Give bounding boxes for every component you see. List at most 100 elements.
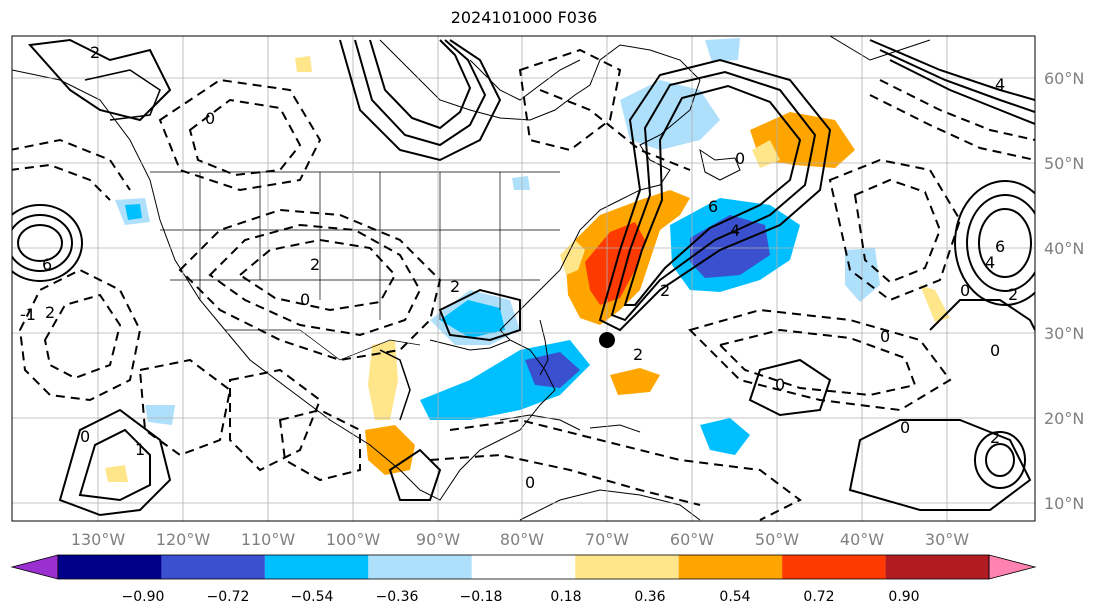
- latitude-axis: 60°N 50°N 40°N 30°N 20°N 10°N: [1044, 69, 1084, 513]
- contour-label: 0: [775, 375, 785, 394]
- contour-high-west: [12, 204, 83, 282]
- contour-label: 2: [633, 345, 643, 364]
- contour-africa-coast: [929, 299, 1035, 331]
- colorbar-tick-label: 0.18: [550, 589, 581, 605]
- lat-label: 40°N: [1044, 239, 1084, 258]
- lat-label: 30°N: [1044, 324, 1084, 343]
- colorbar-frame: [57, 554, 990, 580]
- colorbar-tick-label: −0.90: [122, 589, 165, 605]
- dashed-north-atlantic: [518, 48, 622, 152]
- contour-label: 2: [660, 281, 670, 300]
- contour-mexico: [388, 448, 442, 501]
- contour-label: 2: [990, 428, 1000, 447]
- contour-label: 2: [450, 277, 460, 296]
- lon-label: 40°W: [840, 530, 884, 549]
- colorbar-tick-label: −0.36: [376, 589, 419, 605]
- contour-label: 0: [960, 281, 970, 300]
- shade-canada-small: [512, 176, 530, 190]
- dashed-west-coast: [12, 138, 131, 191]
- colorbar-extend-min: [10, 554, 59, 580]
- contour-label: 6: [42, 255, 52, 274]
- colorbar-tick-label: −0.18: [460, 589, 503, 605]
- colorbar-swatch: [885, 555, 989, 579]
- coast-greenland: [829, 36, 931, 61]
- dashed-pacific-south: [138, 358, 232, 457]
- shade-east-negative: [845, 248, 880, 302]
- contour-se-high: [848, 419, 1032, 511]
- shade-nw-atlantic-strong: [585, 222, 645, 305]
- colorbar-swatch: [782, 555, 886, 579]
- contour-pacific-low: [58, 408, 172, 517]
- lon-label: 30°W: [925, 530, 969, 549]
- dashed-subtropical: [688, 308, 952, 412]
- coast-florida: [539, 319, 549, 376]
- contour-label: 2: [1008, 285, 1018, 304]
- map-frame: [11, 35, 1036, 522]
- contour-label: 0: [900, 418, 910, 437]
- colorbar: [10, 554, 1037, 580]
- shade-central-atlantic-positive: [610, 368, 660, 395]
- lon-label: 90°W: [416, 530, 460, 549]
- contour-label: 0: [735, 149, 745, 168]
- contour-north-east: [869, 39, 1035, 101]
- coast-hispaniola: [589, 424, 641, 433]
- coast-gulf: [429, 339, 511, 351]
- lat-label: 20°N: [1044, 409, 1084, 428]
- colorbar-tick-label: −0.54: [291, 589, 334, 605]
- contour-label: 0: [880, 327, 890, 346]
- lon-label: 100°W: [326, 530, 381, 549]
- colorbar-tick-label: −0.72: [207, 589, 250, 605]
- contour-hudson-high: [339, 39, 502, 162]
- colorbar-ticks: −0.90 −0.72 −0.54 −0.36 −0.18 0.18 0.36 …: [122, 589, 920, 605]
- lat-label: 10°N: [1044, 494, 1084, 513]
- contour-label: 2: [310, 255, 320, 274]
- contour-atlantic-ridge: [598, 58, 832, 332]
- shade-gulf-blue: [440, 300, 505, 338]
- contour-label: 4: [995, 75, 1005, 94]
- lat-label: 50°N: [1044, 154, 1084, 173]
- contour-label: 0: [300, 290, 310, 309]
- colorbar-tick-label: 0.90: [888, 589, 919, 605]
- dashed-pacific: [18, 268, 142, 402]
- coast-north-america: [12, 39, 701, 501]
- colorbar-swatch: [58, 555, 162, 579]
- colorbar-swatch: [368, 555, 472, 579]
- contour-label: 4: [730, 221, 740, 240]
- dashed-east-atlantic: [828, 158, 962, 302]
- thin-contours: [84, 69, 411, 421]
- lat-label: 60°N: [1044, 69, 1084, 88]
- coast-hudson: [469, 59, 581, 101]
- shade-pacific-blue: [125, 204, 142, 220]
- thin-mexico: [379, 349, 411, 421]
- contour-east-mid: [748, 358, 832, 417]
- coastlines: [12, 36, 931, 521]
- colorbar-tick-label: 0.54: [719, 589, 750, 605]
- lon-label: 80°W: [500, 530, 544, 549]
- contour-nw-alaska: [27, 38, 172, 122]
- dashed-contours: [12, 48, 1035, 521]
- coast-cuba: [499, 414, 581, 431]
- colorbar-swatch: [471, 555, 576, 579]
- dashed-gulf-trough: [229, 368, 322, 472]
- dashed-east-north: [879, 79, 1035, 141]
- contour-label: 4: [985, 253, 995, 272]
- lon-label: 70°W: [585, 530, 629, 549]
- map-panel: 6 6 6 4 0 2 2 0 2 0 2 0 1 0 0 2 0 0 2 4 …: [12, 36, 1035, 521]
- colorbar-swatch: [161, 555, 265, 579]
- contour-label: 0: [525, 473, 535, 492]
- contour-se-us: [438, 288, 521, 342]
- shade-east-positive: [920, 285, 950, 322]
- contour-label: 2: [90, 43, 100, 62]
- shade-ne-atlantic-light: [752, 140, 780, 168]
- dashed-mexico: [278, 408, 361, 482]
- contour-label: 6: [995, 237, 1005, 256]
- shade-labrador-top: [705, 38, 740, 62]
- colorbar-extend-max: [988, 554, 1037, 580]
- contour-label: 0: [205, 109, 215, 128]
- lon-label: 110°W: [241, 530, 296, 549]
- colorbar-swatch: [575, 555, 679, 579]
- shade-pacific-south: [145, 405, 175, 425]
- contour-label: 1: [135, 440, 145, 459]
- contour-label: 6: [708, 197, 718, 216]
- shade-alaska-pos: [295, 56, 312, 72]
